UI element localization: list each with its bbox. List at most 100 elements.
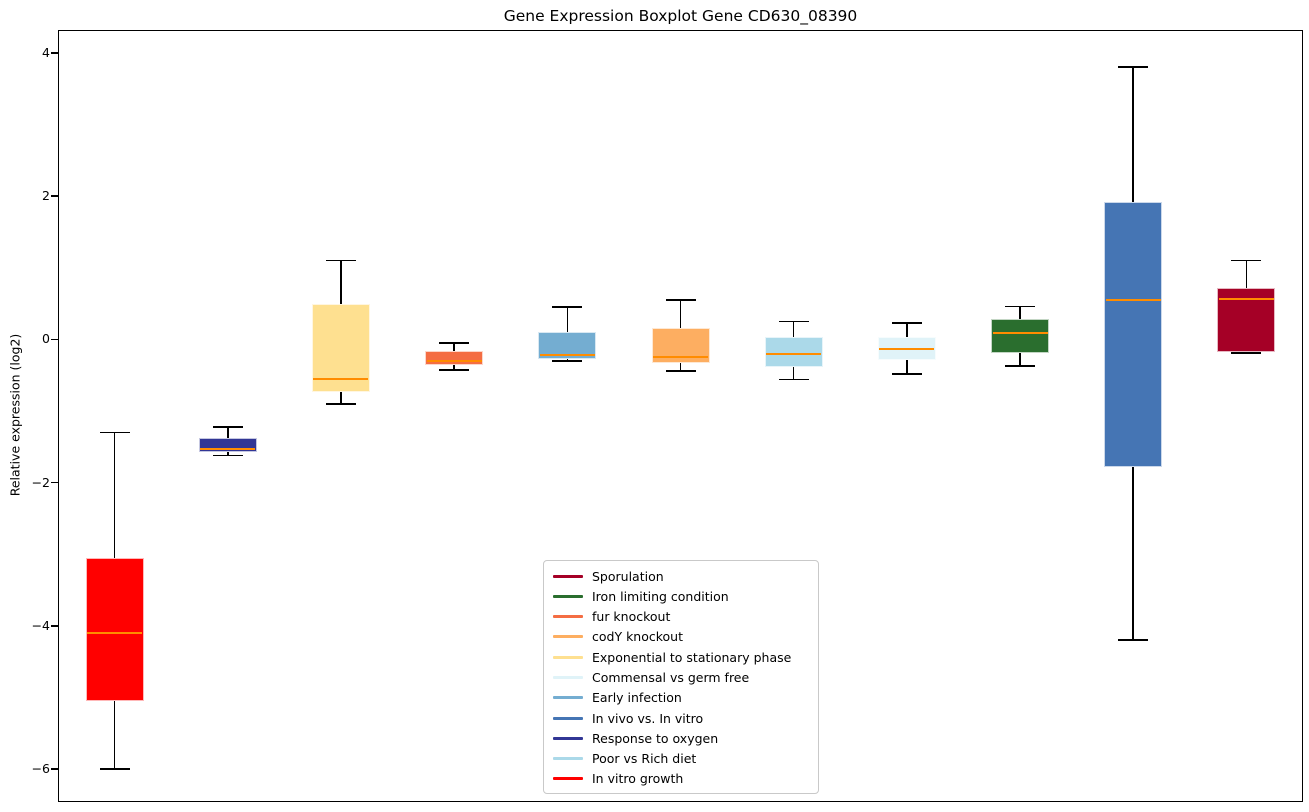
- box-cap-lower: [778, 378, 809, 381]
- box-whisker-lower: [566, 358, 569, 361]
- box-whisker-lower: [679, 363, 682, 371]
- legend-item: Sporulation: [553, 566, 818, 586]
- y-tick: [51, 52, 58, 54]
- legend-item: In vivo vs. In vitro: [553, 708, 818, 728]
- box-cap-upper: [891, 322, 922, 324]
- legend-color-line: [553, 574, 583, 578]
- box-whisker-lower: [906, 360, 908, 374]
- box-whisker-lower: [1019, 352, 1021, 366]
- y-tick: [51, 481, 58, 484]
- box-cap-lower: [1005, 365, 1036, 367]
- box-median-line: [200, 447, 256, 451]
- legend-color-line: [553, 655, 583, 659]
- box-median-line: [539, 354, 595, 357]
- legend-color-line: [553, 615, 583, 619]
- legend-color-line: [553, 675, 583, 679]
- box-whisker-lower: [792, 366, 795, 380]
- box-rect: [425, 350, 484, 366]
- box-whisker-upper: [1132, 67, 1135, 202]
- box-whisker-upper: [1019, 306, 1021, 319]
- y-tick-label: 0: [42, 331, 50, 347]
- box-cap-upper: [212, 425, 243, 428]
- box-whisker-upper: [792, 321, 795, 337]
- box-cap-lower: [99, 768, 130, 770]
- box-median-line: [766, 352, 822, 355]
- box-median-line: [1218, 298, 1274, 301]
- box-whisker-upper: [226, 426, 229, 439]
- box-whisker-lower: [226, 451, 229, 456]
- legend-item: Poor vs Rich diet: [553, 749, 818, 769]
- box-cap-upper: [665, 299, 696, 301]
- y-tick: [51, 338, 58, 341]
- box-whisker-lower: [1132, 466, 1135, 641]
- box-cap-upper: [778, 320, 809, 323]
- box-median-line: [87, 631, 143, 635]
- box-cap-lower: [665, 370, 696, 372]
- box-whisker-lower: [453, 365, 455, 371]
- y-tick-label: −4: [31, 617, 50, 633]
- legend-color-line: [553, 635, 583, 639]
- y-tick: [51, 768, 58, 770]
- box-rect: [764, 336, 823, 367]
- box-whisker-upper: [340, 260, 342, 304]
- legend-item: Early infection: [553, 688, 818, 708]
- box-whisker-lower: [113, 701, 116, 770]
- legend-item-label: In vivo vs. In vitro: [592, 710, 704, 726]
- legend-item: In vitro growth: [553, 769, 818, 789]
- legend-color-line: [553, 696, 583, 700]
- legend-item-label: Response to oxygen: [592, 730, 719, 746]
- y-tick: [51, 195, 58, 197]
- box-cap-lower: [1118, 639, 1149, 641]
- box-cap-lower: [325, 403, 356, 405]
- y-tick-label: −2: [31, 474, 50, 490]
- legend-item-label: In vitro growth: [592, 771, 684, 787]
- box-median-line: [313, 377, 369, 380]
- legend-item: Exponential to stationary phase: [553, 647, 818, 667]
- box-cap-upper: [1005, 305, 1036, 308]
- legend-item: fur knockout: [553, 607, 818, 627]
- box-cap-lower: [891, 372, 922, 375]
- box-whisker-upper: [453, 342, 455, 351]
- y-tick: [51, 625, 58, 627]
- legend-item-label: codY knockout: [592, 629, 684, 645]
- y-tick-label: 2: [42, 188, 50, 204]
- y-tick-label: 4: [42, 44, 50, 60]
- legend-item-label: fur knockout: [592, 609, 671, 625]
- box-rect: [991, 318, 1050, 353]
- legend-item-label: Exponential to stationary phase: [592, 649, 792, 665]
- box-median-line: [1105, 298, 1161, 302]
- box-whisker-upper: [906, 322, 908, 338]
- box-whisker-upper: [113, 432, 116, 558]
- box-rect: [85, 557, 144, 701]
- box-median-line: [879, 347, 935, 350]
- box-median-line: [992, 331, 1048, 334]
- box-cap-lower: [1231, 352, 1262, 354]
- chart-title: Gene Expression Boxplot Gene CD630_08390: [503, 7, 858, 25]
- legend-color-line: [553, 736, 583, 740]
- box-cap-upper: [439, 342, 470, 344]
- y-tick-label: −6: [31, 761, 50, 777]
- box-whisker-upper: [566, 307, 569, 333]
- box-cap-lower: [552, 360, 583, 362]
- y-axis-label: Relative expression (log2): [7, 333, 23, 497]
- legend-color-line: [553, 757, 583, 761]
- box-whisker-lower: [340, 391, 342, 404]
- legend: Sporulation Iron limiting condition fur kn…: [543, 560, 819, 794]
- box-whisker-upper: [679, 299, 682, 328]
- legend-item-label: Commensal vs germ free: [592, 669, 750, 685]
- box-median-line: [653, 356, 708, 359]
- legend-item: Iron limiting condition: [553, 586, 818, 606]
- box-cap-upper: [99, 431, 130, 434]
- box-cap-lower: [212, 454, 243, 457]
- legend-color-line: [553, 594, 583, 598]
- box-rect: [1104, 201, 1163, 467]
- legend-item: Response to oxygen: [553, 728, 818, 748]
- legend-item-label: Iron limiting condition: [592, 588, 729, 604]
- box-rect: [311, 303, 370, 392]
- box-median-line: [426, 359, 482, 362]
- legend-color-line: [553, 716, 583, 720]
- box-cap-upper: [552, 306, 583, 308]
- box-cap-upper: [1231, 259, 1262, 262]
- legend-item: codY knockout: [553, 627, 818, 647]
